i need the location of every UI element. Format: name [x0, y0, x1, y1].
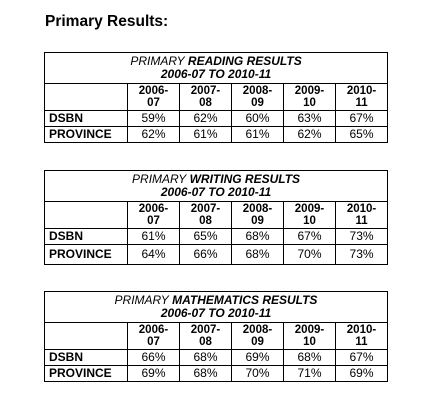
year-header: 2007- 08 — [179, 83, 232, 111]
value-cell: 70% — [231, 365, 284, 382]
table-row: PROVINCE 62% 61% 61% 62% 65% — [44, 126, 389, 143]
year-header: 2010- 11 — [334, 83, 389, 111]
value-cell: 71% — [283, 365, 336, 382]
value-cell: 67% — [283, 228, 336, 245]
title-prefix: PRIMARY — [132, 172, 187, 186]
year-header: 2009- 10 — [283, 83, 336, 111]
reading-table-title: PRIMARY READING RESULTS 2006-07 TO 2010-… — [43, 52, 389, 84]
row-label: PROVINCE — [44, 365, 128, 382]
year-header: 2006- 07 — [127, 201, 180, 229]
value-cell: 61% — [179, 126, 232, 143]
value-cell: 68% — [179, 349, 232, 366]
value-cell: 60% — [231, 110, 284, 127]
title-period: 2006-07 TO 2010-11 — [160, 306, 272, 320]
value-cell: 67% — [334, 110, 389, 127]
row-label: DSBN — [44, 349, 128, 366]
year-header: 2010- 11 — [335, 322, 388, 350]
value-cell: 69% — [335, 365, 388, 382]
row-label: DSBN — [44, 228, 128, 245]
reading-results-table: PRIMARY READING RESULTS 2006-07 TO 2010-… — [43, 52, 389, 143]
title-prefix: PRIMARY — [114, 293, 169, 307]
value-cell: 61% — [231, 126, 284, 143]
table-row: PROVINCE 69% 68% 70% 71% 69% — [44, 365, 388, 382]
year-header: 2009- 10 — [283, 201, 336, 229]
year-header: 2007- 08 — [179, 201, 232, 229]
header-blank-cell — [44, 83, 128, 111]
value-cell: 73% — [334, 228, 389, 245]
mathematics-table-title: PRIMARY MATHEMATICS RESULTS 2006-07 TO 2… — [44, 291, 388, 323]
value-cell: 67% — [335, 349, 388, 366]
year-header: 2008- 09 — [231, 322, 284, 350]
value-cell: 70% — [283, 244, 336, 265]
title-period: 2006-07 TO 2010-11 — [160, 185, 272, 199]
row-label: PROVINCE — [44, 244, 128, 265]
title-prefix: PRIMARY — [130, 54, 185, 68]
table-row: DSBN 59% 62% 60% 63% 67% — [44, 110, 389, 127]
value-cell: 69% — [127, 365, 180, 382]
value-cell: 65% — [334, 126, 389, 143]
value-cell: 62% — [283, 126, 336, 143]
row-label: PROVINCE — [44, 126, 128, 143]
value-cell: 68% — [231, 244, 284, 265]
header-blank-cell — [44, 322, 128, 350]
value-cell: 64% — [127, 244, 180, 265]
value-cell: 68% — [283, 349, 336, 366]
year-header: 2009- 10 — [283, 322, 336, 350]
value-cell: 62% — [179, 110, 232, 127]
title-subject: MATHEMATICS RESULTS — [168, 293, 318, 307]
header-blank-cell — [44, 201, 128, 229]
year-header: 2006- 07 — [127, 83, 180, 111]
value-cell: 68% — [231, 228, 284, 245]
year-header: 2010- 11 — [334, 201, 389, 229]
value-cell: 63% — [283, 110, 336, 127]
page-heading: Primary Results: — [45, 13, 169, 30]
title-period: 2006-07 TO 2010-11 — [160, 67, 272, 81]
value-cell: 69% — [231, 349, 284, 366]
row-label: DSBN — [44, 110, 128, 127]
year-header: 2007- 08 — [179, 322, 232, 350]
title-subject: WRITING RESULTS — [186, 172, 301, 186]
year-header: 2008- 09 — [231, 201, 284, 229]
year-header: 2006- 07 — [127, 322, 180, 350]
writing-results-table: PRIMARY WRITING RESULTS 2006-07 TO 2010-… — [43, 170, 389, 265]
value-cell: 73% — [334, 244, 389, 265]
writing-table-title: PRIMARY WRITING RESULTS 2006-07 TO 2010-… — [43, 170, 389, 202]
year-header: 2008- 09 — [231, 83, 284, 111]
table-row: DSBN 61% 65% 68% 67% 73% — [44, 228, 389, 245]
title-subject: READING RESULTS — [184, 54, 302, 68]
table-row: PROVINCE 64% 66% 68% 70% 73% — [44, 244, 389, 265]
value-cell: 66% — [127, 349, 180, 366]
value-cell: 66% — [179, 244, 232, 265]
mathematics-results-table: PRIMARY MATHEMATICS RESULTS 2006-07 TO 2… — [44, 291, 388, 382]
value-cell: 65% — [179, 228, 232, 245]
table-row: DSBN 66% 68% 69% 68% 67% — [44, 349, 388, 366]
value-cell: 62% — [127, 126, 180, 143]
value-cell: 68% — [179, 365, 232, 382]
value-cell: 61% — [127, 228, 180, 245]
value-cell: 59% — [127, 110, 180, 127]
